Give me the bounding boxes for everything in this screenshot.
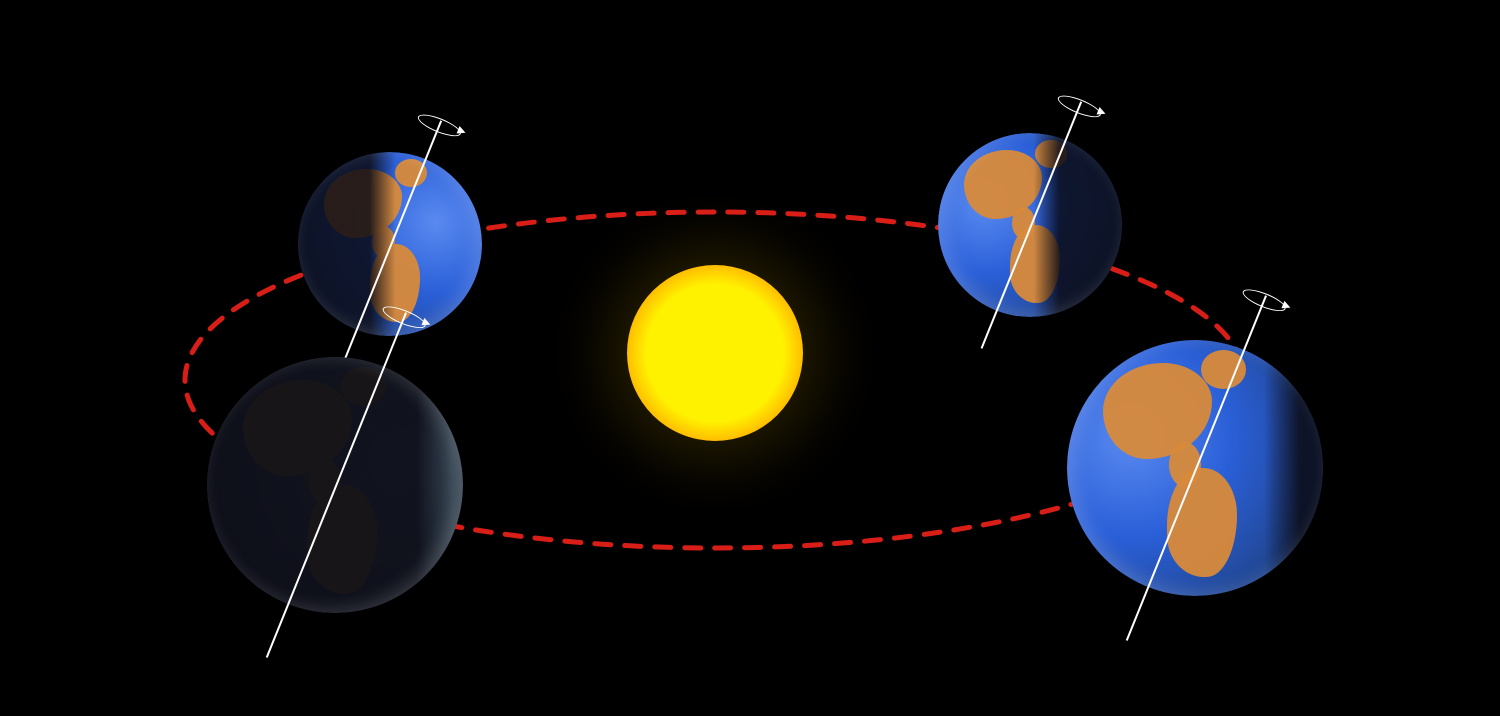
sun <box>627 265 803 441</box>
seasons-diagram <box>0 0 1500 716</box>
